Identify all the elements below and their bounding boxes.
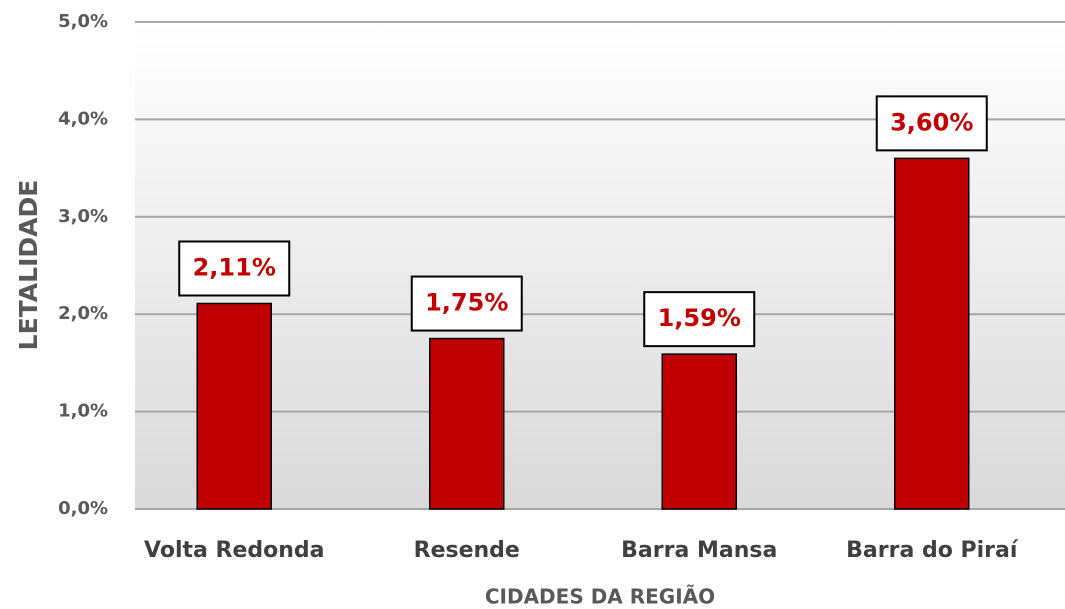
bar [196,302,272,510]
data-label: 2,11% [193,253,276,281]
y-tick-label: 1,0% [58,401,108,422]
x-axis-title: CIDADES DA REGIÃO [485,585,715,609]
x-tick-label: Resende [414,538,520,563]
data-label: 1,59% [658,304,741,332]
y-axis-title: LETALIDADE [14,180,43,351]
x-tick-label: Barra do Piraí [846,538,1019,563]
x-tick-label: Volta Redonda [144,538,324,563]
y-tick-label: 4,0% [58,108,108,129]
bar [429,337,505,510]
y-tick-label: 3,0% [58,206,108,227]
data-label: 3,60% [890,108,973,136]
data-label-box [410,275,523,332]
data-label-box [178,240,291,297]
data-label: 1,75% [425,289,508,317]
data-label-box [875,95,988,152]
y-tick-label: 2,0% [58,303,108,324]
bar [894,157,970,510]
x-tick-label: Barra Mansa [621,538,777,563]
y-tick-label: 0,0% [58,498,108,519]
y-tick-label: 5,0% [58,11,108,32]
bar [661,353,737,510]
data-label-box [643,291,756,348]
